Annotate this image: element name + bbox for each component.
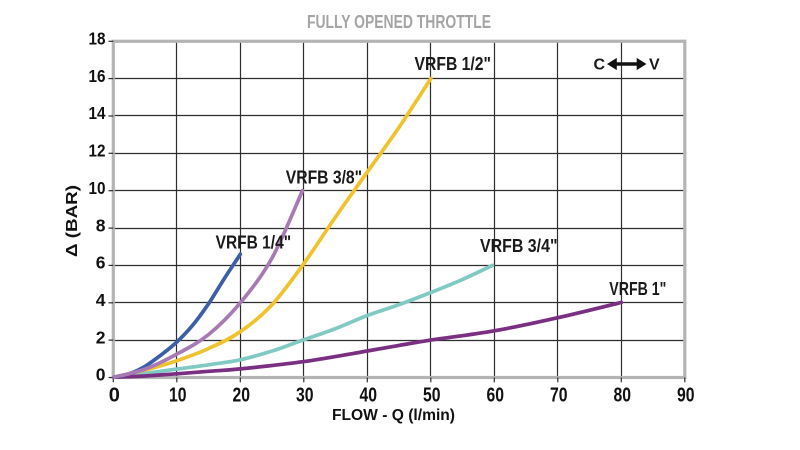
svg-text:0: 0 — [109, 385, 120, 407]
svg-text:8: 8 — [96, 215, 106, 235]
svg-text:0: 0 — [96, 365, 106, 385]
svg-text:FULLY OPENED THROTTLE: FULLY OPENED THROTTLE — [307, 11, 491, 32]
svg-text:VRFB 1/4": VRFB 1/4" — [216, 233, 292, 253]
svg-text:VRFB 1": VRFB 1" — [609, 279, 666, 299]
svg-text:20: 20 — [233, 385, 251, 407]
svg-text:60: 60 — [487, 385, 505, 407]
svg-text:18: 18 — [89, 29, 106, 49]
svg-text:40: 40 — [360, 385, 378, 407]
svg-text:2: 2 — [96, 327, 106, 347]
svg-text:10: 10 — [169, 385, 187, 407]
svg-text:4: 4 — [96, 290, 106, 310]
svg-text:80: 80 — [614, 385, 632, 407]
svg-text:C: C — [593, 57, 605, 74]
svg-text:70: 70 — [550, 385, 568, 407]
svg-text:VRFB 3/8": VRFB 3/8" — [286, 168, 362, 188]
svg-text:VRFB 1/2": VRFB 1/2" — [415, 54, 492, 74]
svg-text:30: 30 — [296, 385, 314, 407]
svg-text:VRFB 3/4": VRFB 3/4" — [480, 236, 558, 256]
svg-text:16: 16 — [89, 66, 106, 86]
svg-text:90: 90 — [677, 385, 695, 407]
svg-text:6: 6 — [96, 253, 106, 273]
svg-text:14: 14 — [89, 103, 106, 123]
svg-text:FLOW - Q (l/min): FLOW - Q (l/min) — [332, 407, 455, 424]
svg-text:50: 50 — [423, 385, 441, 407]
svg-text:10: 10 — [89, 178, 106, 198]
svg-text:12: 12 — [89, 141, 106, 161]
svg-text:V: V — [649, 57, 660, 74]
svg-text:Δ (BAR): Δ (BAR) — [64, 185, 81, 257]
